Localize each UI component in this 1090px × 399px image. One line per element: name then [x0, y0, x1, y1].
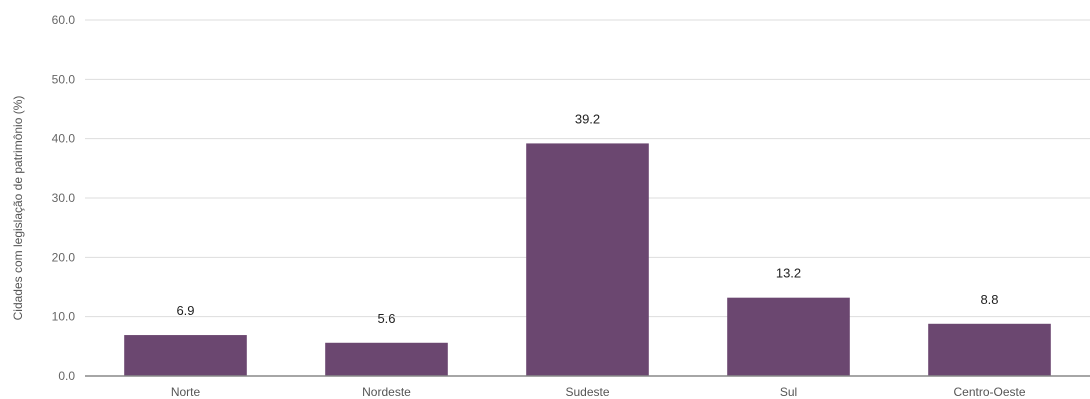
y-axis-title: Cidades com legislação de patrimônio (%) — [11, 96, 25, 321]
y-tick-label: 30.0 — [52, 191, 76, 205]
y-tick-label: 0.0 — [58, 369, 75, 383]
bar-norte — [124, 335, 247, 376]
y-tick-label: 40.0 — [52, 132, 76, 146]
y-tick-label: 60.0 — [52, 13, 76, 27]
data-label: 5.6 — [377, 311, 395, 326]
bar-sul — [727, 297, 850, 376]
bar-nordeste — [325, 342, 448, 376]
data-label: 8.8 — [980, 292, 998, 307]
y-tick-label: 20.0 — [52, 250, 76, 264]
bar-sudeste — [526, 143, 649, 376]
x-tick-label: Sul — [780, 385, 797, 399]
y-tick-label: 10.0 — [52, 310, 76, 324]
data-label: 39.2 — [575, 111, 600, 126]
y-tick-label: 50.0 — [52, 72, 76, 86]
x-tick-label: Sudeste — [565, 385, 609, 399]
data-label: 6.9 — [176, 303, 194, 318]
data-label: 13.2 — [776, 266, 801, 281]
bar-centro-oeste — [928, 323, 1051, 376]
bars — [124, 143, 1051, 376]
x-tick-label: Nordeste — [362, 385, 411, 399]
y-axis-ticks: 0.0 10.0 20.0 30.0 40.0 50.0 60.0 — [52, 13, 76, 383]
x-tick-label: Centro-Oeste — [953, 385, 1025, 399]
data-labels: 6.9 5.6 39.2 13.2 8.8 — [176, 111, 998, 325]
x-tick-label: Norte — [171, 385, 201, 399]
x-axis-labels: Norte Nordeste Sudeste Sul Centro-Oeste — [171, 385, 1026, 399]
